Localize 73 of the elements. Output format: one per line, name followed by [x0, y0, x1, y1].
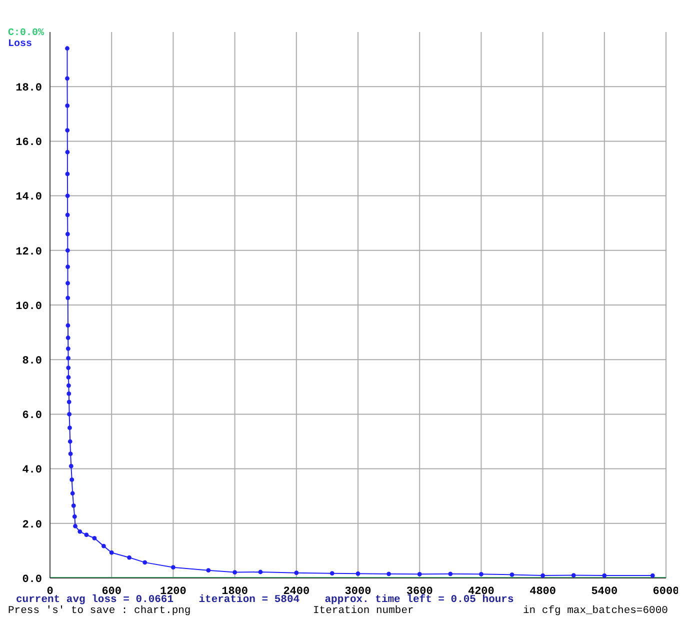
point: [66, 336, 70, 340]
point: [650, 573, 655, 578]
point: [294, 570, 299, 576]
text: Press 's' to save : chart.png: [8, 605, 191, 617]
y-tick-label: 6.0: [22, 410, 42, 422]
point: [66, 323, 70, 328]
text: in cfg max_batches=6000: [523, 605, 668, 617]
point: [65, 128, 70, 132]
point: [232, 570, 237, 574]
point: [66, 264, 70, 269]
point: [66, 296, 70, 300]
point: [72, 514, 77, 519]
point: [258, 570, 263, 574]
point: [66, 280, 70, 286]
y-tick-label: 12.0: [16, 246, 42, 258]
point: [70, 491, 75, 496]
point: [602, 573, 607, 578]
point: [356, 571, 360, 576]
point: [65, 46, 70, 51]
point: [65, 232, 70, 236]
y-tick-label: 2.0: [22, 519, 42, 532]
text: Loss: [8, 39, 34, 50]
point: [142, 560, 148, 565]
point: [70, 478, 74, 482]
point: [571, 573, 576, 578]
point: [109, 550, 114, 555]
point: [65, 248, 70, 253]
point: [479, 572, 484, 576]
x-tick-label: 0: [46, 586, 54, 598]
y-tick-label: 0.0: [22, 574, 42, 586]
point: [417, 572, 422, 576]
point: [68, 439, 72, 444]
point: [65, 76, 70, 81]
point: [127, 555, 132, 560]
point: [68, 452, 73, 456]
point: [73, 524, 78, 528]
x-axis-title: Iteration number: [313, 605, 414, 617]
x-tick-label: 4800: [530, 586, 556, 598]
y-tick-label: 14.0: [16, 192, 42, 204]
point: [510, 572, 514, 577]
point: [171, 565, 176, 570]
point: [206, 568, 211, 573]
x-tick-label: 5400: [591, 586, 618, 598]
point: [65, 104, 70, 108]
point: [66, 366, 71, 370]
point: [65, 150, 70, 154]
point: [66, 383, 71, 388]
point: [66, 356, 70, 360]
point: [448, 572, 453, 576]
y-tick-label: 10.0: [16, 300, 42, 313]
point: [66, 375, 71, 380]
point: [67, 412, 72, 416]
point: [65, 194, 70, 198]
y-tick-label: 18.0: [16, 82, 42, 95]
y-tick-label: 4.0: [22, 464, 42, 477]
point: [66, 400, 72, 404]
point: [386, 572, 391, 576]
point: [71, 503, 76, 508]
point: [92, 536, 97, 540]
point: [540, 573, 545, 578]
point: [84, 532, 89, 538]
text: C:0.0%: [8, 28, 44, 39]
point: [78, 529, 82, 534]
point: [68, 426, 72, 430]
y-tick-label: 16.0: [16, 137, 42, 150]
point: [68, 464, 74, 468]
point: [66, 392, 72, 396]
y-tick-label: 8.0: [22, 356, 42, 368]
point: [101, 544, 106, 548]
point: [65, 172, 70, 176]
point: [66, 346, 70, 351]
point: [330, 571, 334, 576]
point: [65, 212, 70, 218]
